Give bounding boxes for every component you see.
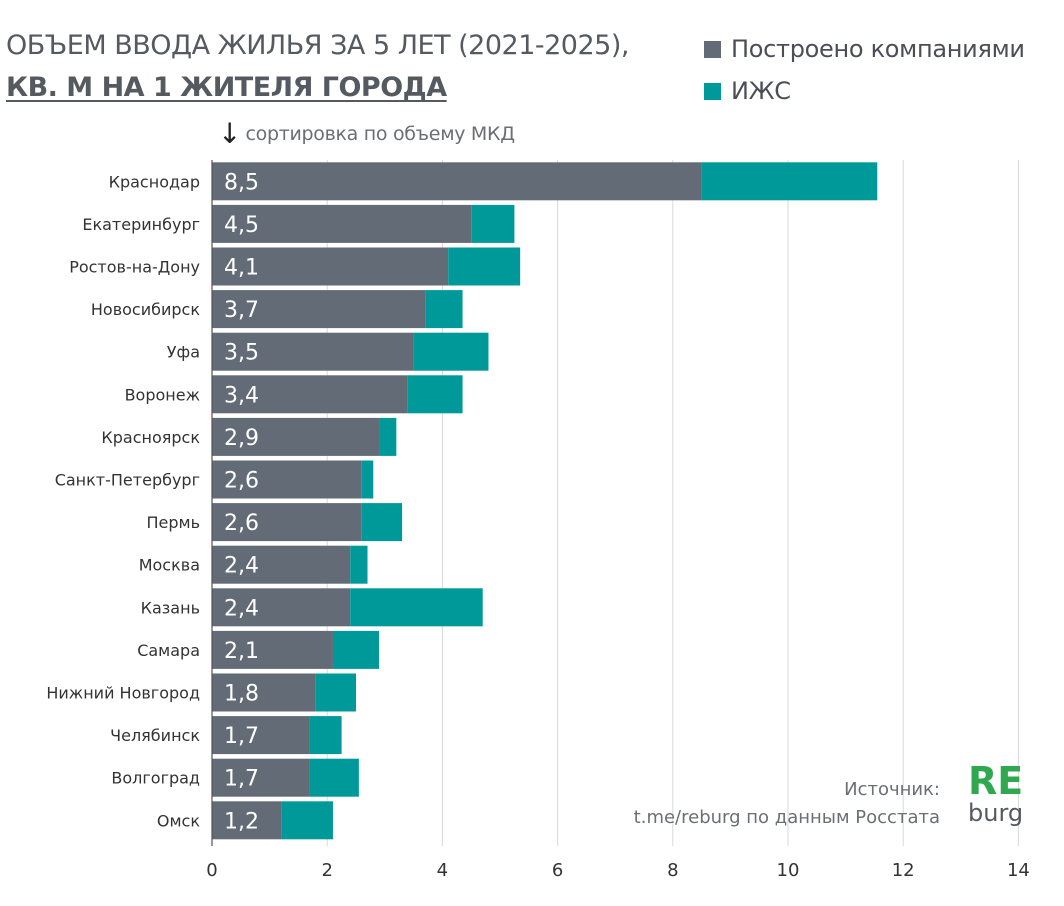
legend-item-izhs: ИЖС <box>704 70 1025 112</box>
bar-companies <box>212 503 362 542</box>
data-label: 2,4 <box>224 554 259 579</box>
legend-label-izhs: ИЖС <box>731 77 791 105</box>
bar-companies <box>212 630 333 669</box>
source-note: Источник: t.me/reburg по данным Росстата <box>634 776 940 832</box>
bar-companies <box>212 460 362 499</box>
legend-item-companies: Построено компаниями <box>704 28 1025 70</box>
sort-note-text: сортировка по объему МКД <box>245 123 515 145</box>
category-label: Уфа <box>167 343 200 362</box>
category-label: Самара <box>137 641 200 660</box>
bar-izhs <box>309 716 342 755</box>
category-label: Новосибирск <box>91 300 200 319</box>
legend-swatch-izhs <box>704 82 721 100</box>
legend-label-companies: Построено компаниями <box>731 35 1025 63</box>
bar-izhs <box>407 375 463 414</box>
data-label: 4,5 <box>224 213 259 238</box>
bar-izhs <box>425 290 463 329</box>
data-label: 2,4 <box>224 596 259 621</box>
bar-izhs <box>350 545 368 584</box>
x-tick-label: 2 <box>321 860 332 881</box>
bar-companies <box>212 673 316 712</box>
data-label: 2,6 <box>224 469 259 494</box>
category-label: Воронеж <box>125 385 200 404</box>
category-label: Краснодар <box>109 172 200 191</box>
bar-companies <box>212 716 310 755</box>
bar-izhs <box>448 247 521 286</box>
category-label: Нижний Новгород <box>46 684 200 703</box>
bar-companies <box>212 290 426 329</box>
bar-izhs <box>361 503 403 542</box>
x-tick-label: 14 <box>1007 860 1030 881</box>
bar-izhs <box>309 758 359 797</box>
data-label: 3,5 <box>224 341 259 366</box>
data-label: 1,2 <box>224 809 259 834</box>
data-label: 1,8 <box>224 682 259 707</box>
reburg-logo: RE burg <box>968 762 1028 826</box>
x-tick-label: 10 <box>777 860 800 881</box>
source-label: Источник: <box>844 779 940 800</box>
category-label: Волгоград <box>111 769 200 788</box>
category-label: Пермь <box>146 513 200 532</box>
chart-title: ОБЪЕМ ВВОДА ЖИЛЬЯ ЗА 5 ЛЕТ (2021-2025), <box>6 30 629 61</box>
x-tick-label: 4 <box>437 860 448 881</box>
category-label: Москва <box>139 556 200 575</box>
sort-note: ↓ сортировка по объему МКД <box>218 120 515 148</box>
bar-companies <box>212 332 414 371</box>
category-label: Санкт-Петербург <box>55 471 200 490</box>
x-tick-label: 0 <box>206 860 217 881</box>
arrow-down-icon: ↓ <box>218 117 242 150</box>
bar-izhs <box>350 588 483 627</box>
source-text: t.me/reburg по данным Росстата <box>633 807 940 828</box>
bar-companies <box>212 545 351 584</box>
bar-companies <box>212 375 408 414</box>
bar-companies <box>212 588 351 627</box>
category-label: Омск <box>157 811 200 830</box>
legend-swatch-companies <box>704 40 721 58</box>
category-label: Екатеринбург <box>82 215 200 234</box>
data-label: 1,7 <box>224 767 259 792</box>
bar-izhs <box>361 460 374 499</box>
category-label: Ростов-на-Дону <box>69 258 200 277</box>
bar-companies <box>212 417 380 456</box>
bar-companies <box>212 204 472 243</box>
data-label: 4,1 <box>224 256 259 281</box>
bar-izhs <box>471 204 515 243</box>
category-label: Челябинск <box>110 726 200 745</box>
data-label: 3,4 <box>224 383 259 408</box>
chart-subtitle: КВ. М НА 1 ЖИТЕЛЯ ГОРОДА <box>6 72 447 103</box>
data-label: 1,7 <box>224 724 259 749</box>
logo-burg: burg <box>968 799 1024 827</box>
data-label: 8,5 <box>224 170 259 195</box>
bar-izhs <box>701 162 878 201</box>
bar-companies <box>212 162 702 201</box>
bar-izhs <box>413 332 489 371</box>
bar-companies <box>212 758 310 797</box>
bar-izhs <box>332 630 380 669</box>
data-label: 2,6 <box>224 511 259 536</box>
bar-companies <box>212 801 282 840</box>
category-label: Красноярск <box>101 428 200 447</box>
logo-re: RE <box>968 759 1024 803</box>
bar-izhs <box>379 417 397 456</box>
bar-izhs <box>315 673 356 712</box>
x-tick-label: 12 <box>892 860 915 881</box>
bar-izhs <box>281 801 333 840</box>
data-label: 3,7 <box>224 298 259 323</box>
legend: Построено компаниями ИЖС <box>704 28 1025 112</box>
bar-companies <box>212 247 449 286</box>
data-label: 2,1 <box>224 639 259 664</box>
data-label: 2,9 <box>224 426 259 451</box>
x-tick-label: 6 <box>552 860 563 881</box>
category-label: Казань <box>141 598 200 617</box>
x-tick-label: 8 <box>667 860 678 881</box>
